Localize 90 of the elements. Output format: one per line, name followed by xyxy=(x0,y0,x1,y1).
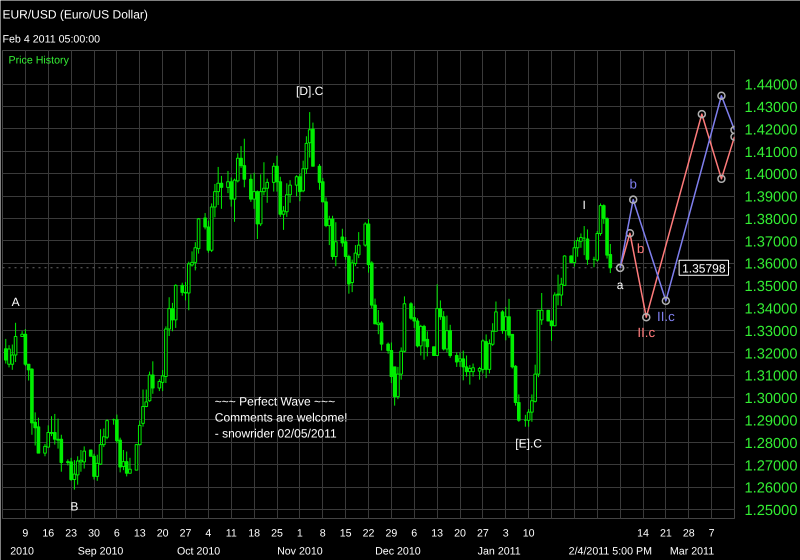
x-tick-label: 6 xyxy=(114,528,120,540)
candlestick xyxy=(586,228,590,266)
x-tick-label: 27 xyxy=(476,528,489,540)
x-tick-label: 14 xyxy=(637,528,649,540)
data-label: II.c xyxy=(656,308,676,324)
candlestick xyxy=(180,282,184,296)
y-tick-label: 1.31000 xyxy=(744,368,798,385)
candlestick xyxy=(82,446,86,470)
annotation: Price History xyxy=(8,54,70,66)
candlestick xyxy=(458,352,462,368)
x-tick-label: 9 xyxy=(22,528,28,540)
x2-tick-label: Jan 2011 xyxy=(478,546,521,558)
x-tick-label: 30 xyxy=(88,528,100,540)
y-tick-label: 1.34000 xyxy=(744,302,798,318)
candlestick xyxy=(445,315,449,353)
y-tick-label: 1.38000 xyxy=(744,212,798,228)
candlestick xyxy=(454,352,459,368)
x-tick-label: 8 xyxy=(320,528,326,540)
y-tick-label: 1.26000 xyxy=(744,480,798,497)
x-tick-label: 16 xyxy=(42,528,54,540)
y-tick-label: 1.40000 xyxy=(744,167,798,184)
annotation: Comments are welcome! xyxy=(214,410,348,425)
y-tick-label: 1.41000 xyxy=(744,144,798,161)
y-tick-label: 1.33000 xyxy=(744,324,798,340)
x-tick-label: 29 xyxy=(385,528,398,540)
candlestick xyxy=(72,460,76,490)
x-tick-label: 15 xyxy=(340,528,352,540)
candlestick xyxy=(220,175,224,210)
x-tick-label: 21 xyxy=(660,528,672,540)
x-tick-label: 13 xyxy=(431,528,444,540)
annotation: B xyxy=(70,500,78,514)
data-label: b xyxy=(629,176,637,192)
x-tick-label: 23 xyxy=(65,528,78,540)
annotation: a xyxy=(616,278,624,292)
x-tick-label: 20 xyxy=(454,528,466,540)
candlestick xyxy=(128,457,132,474)
annotation: I xyxy=(582,198,586,212)
annotation: A xyxy=(12,294,20,309)
data-label: b xyxy=(636,241,644,256)
candlestick xyxy=(124,451,128,477)
x2-tick-label: Nov 2010 xyxy=(277,546,323,558)
x-tick-label: 4 xyxy=(205,528,212,540)
x-tick-label: 11 xyxy=(226,528,237,540)
x-tick-label: 7 xyxy=(708,528,715,540)
x2-tick-label: Oct 2010 xyxy=(176,546,220,558)
annotation: [D].C xyxy=(296,84,324,98)
chart-subtitle: Feb 4 2011 05:00:00 xyxy=(2,34,100,46)
x-tick-label: 1 xyxy=(296,528,303,540)
x2-tick-label: Mar 2011 xyxy=(670,546,714,558)
x-tick-label: 3 xyxy=(502,528,509,540)
y-tick-label: 1.37000 xyxy=(744,234,798,250)
y-tick-label: 1.30000 xyxy=(744,391,798,408)
x2-tick-label: Sep 2010 xyxy=(78,546,124,558)
x-tick-label: 27 xyxy=(180,528,192,540)
x-tick-label: 22 xyxy=(362,528,374,540)
data-label: II.c xyxy=(637,325,656,340)
y-tick-label: 1.44000 xyxy=(744,78,798,94)
x-tick-label: 18 xyxy=(248,528,260,540)
candlestick xyxy=(242,138,246,188)
candlestick xyxy=(461,350,466,381)
y-tick-label: 1.39000 xyxy=(744,190,798,206)
candlestick xyxy=(52,413,57,446)
y-tick-label: 1.28000 xyxy=(744,436,798,452)
x2-tick-label: 2010 xyxy=(10,546,34,558)
candlestick xyxy=(468,364,472,386)
x-tick-label: 20 xyxy=(156,528,169,540)
x-tick-label: 28 xyxy=(682,528,695,540)
candlestick xyxy=(422,324,426,360)
y-tick-label: 1.35000 xyxy=(744,279,798,296)
chart-title: EUR/USD (Euro/US Dollar) xyxy=(2,8,148,22)
annotation: ~~~ Perfect Wave ~~~ xyxy=(214,394,336,409)
x-tick-label: 6 xyxy=(411,528,418,540)
annotation: - snowrider 02/05/2011 xyxy=(214,426,337,441)
y-tick-label: 1.36000 xyxy=(744,256,798,273)
x2-tick-label: 2/4/2011 5:00 PM xyxy=(568,546,652,558)
x-tick-label: 25 xyxy=(271,528,283,540)
candlestick xyxy=(572,240,576,268)
y-tick-label: 1.27000 xyxy=(744,458,798,474)
y-tick-label: 1.32000 xyxy=(744,346,798,362)
ref-line-label: 1.35798 xyxy=(682,261,726,276)
candlestick xyxy=(334,222,338,267)
candlestick xyxy=(92,453,96,480)
y-tick-label: 1.25000 xyxy=(744,503,798,520)
y-tick-label: 1.29000 xyxy=(744,413,798,430)
y-tick-label: 1.43000 xyxy=(744,100,798,116)
x-tick-label: 13 xyxy=(134,528,146,540)
x2-tick-label: Dec 2010 xyxy=(375,546,421,558)
y-tick-label: 1.42000 xyxy=(744,122,798,138)
x-tick-label: 10 xyxy=(522,528,535,540)
annotation: [E].C xyxy=(515,436,542,451)
